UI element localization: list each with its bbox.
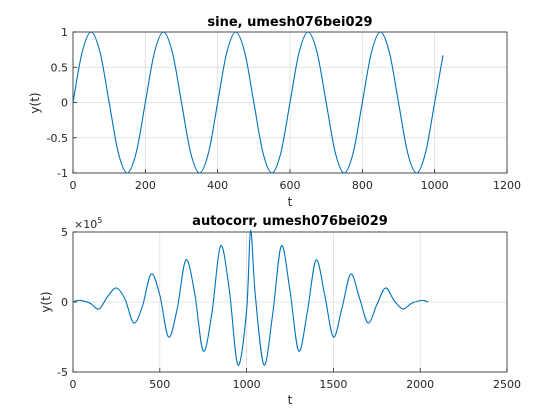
autocorr-x-tick-label: 2000 [406, 378, 434, 391]
exponent-power: 5 [97, 216, 102, 225]
sine-x-tick-label: 600 [280, 179, 301, 192]
sine-y-axis-label: y(t) [28, 92, 42, 113]
autocorr-series-line [72, 230, 429, 366]
sine-x-tick-label: 800 [352, 179, 373, 192]
sine-y-tick-label: -0.5 [47, 132, 68, 145]
autocorr-y-tick-label: 0 [61, 296, 68, 309]
sine-y-tick-label: 0 [61, 97, 68, 110]
sine-x-axis-label: t [288, 195, 293, 209]
sine-curve-group [72, 31, 444, 174]
sine-x-tick-label: 0 [70, 179, 77, 192]
autocorr-y-tick-label: -5 [57, 366, 68, 379]
autocorr-x-tick-label: 0 [70, 378, 77, 391]
autocorr-subplot: 0 500 1000 1500 2000 2500 -505 autocorr, umes… [39, 214, 521, 407]
sine-chart-title: sine, umesh076bei029 [207, 15, 372, 30]
autocorr-x-tick-label: 2500 [493, 378, 521, 391]
sine-x-tick-label: 1200 [493, 179, 521, 192]
autocorr-y-ticks: -5 0 5 [57, 226, 77, 379]
autocorr-x-tick-label: 1000 [233, 378, 261, 391]
autocorr-y-tick-label: 5 [61, 226, 68, 239]
sine-x-tick-label: 400 [207, 179, 228, 192]
exponent-base: ×10 [74, 218, 97, 231]
sine-y-tick-label: -1 [57, 167, 68, 180]
sine-x-tick-label: 1000 [421, 179, 449, 192]
sine-subplot: 0 200 400 600 800 1000 1200 -1 -0.5 0 0.5 1 sine, … [28, 15, 521, 209]
autocorr-y-exponent: ×105 [74, 216, 102, 231]
autocorr-x-tick-label: 500 [149, 378, 170, 391]
autocorr-x-ticks: 0 500 1000 1500 2000 2500 [70, 368, 521, 391]
sine-y-ticks: -1 -0.5 0 0.5 1 [47, 26, 77, 180]
autocorr-chart-title: autocorr, umesh076bei029 [192, 214, 388, 229]
sine-y-tick-label: 0.5 [51, 61, 69, 74]
autocorr-x-tick-label: 1500 [319, 378, 347, 391]
autocorr-y-axis-label: y(t) [39, 291, 53, 312]
autocorr-x-axis-label: t [288, 393, 293, 407]
sine-x-ticks: 0 200 400 600 800 1000 1200 [70, 169, 521, 192]
sine-x-tick-label: 200 [135, 179, 156, 192]
autocorr-curve-group [72, 230, 429, 366]
sine-series-line [72, 31, 444, 174]
autocorr-grid [72, 231, 508, 373]
sine-y-tick-label: 1 [61, 26, 68, 39]
